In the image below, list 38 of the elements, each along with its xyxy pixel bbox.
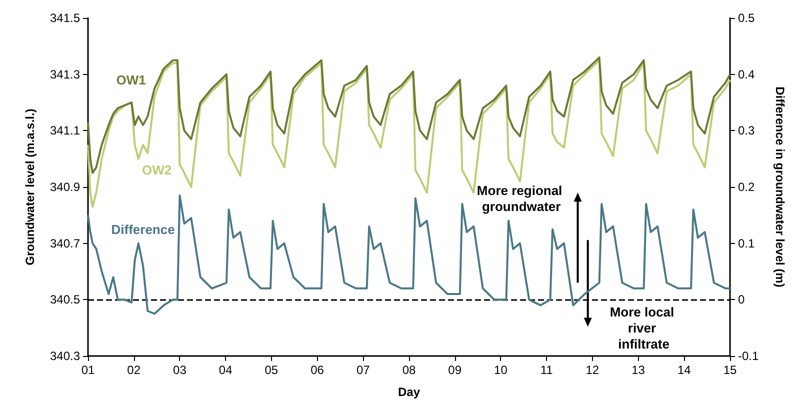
y-tick-label: 341.1: [50, 124, 80, 138]
x-tick-label: 02: [127, 363, 141, 377]
y-axis-title: Groundwater level (m.a.s.l.): [23, 108, 37, 266]
x-tick-label: 08: [402, 363, 416, 377]
y2-axis-title: Difference in groundwater level (m): [773, 86, 787, 288]
y2-tick-label: 0.1: [738, 236, 756, 250]
x-tick-label: 15: [723, 363, 737, 377]
x-tick-label: 03: [173, 363, 187, 377]
x-tick-label: 12: [586, 363, 600, 377]
y2-tick-label: 0.4: [738, 67, 756, 82]
annotation: More local river infiltrate: [610, 304, 678, 352]
x-tick-label: 06: [310, 363, 324, 377]
y-tick-label: 340.5: [50, 292, 80, 307]
y-tick-label: 340.3: [50, 349, 80, 363]
x-tick-label: 01: [81, 363, 95, 377]
x-tick-label: 11: [540, 363, 554, 377]
x-axis-title: Day: [398, 385, 420, 399]
y2-tick-label: 0.2: [738, 180, 756, 194]
y-tick-label: 340.7: [50, 236, 80, 250]
y2-tick-label: 0.3: [738, 124, 756, 138]
y-tick-label: 341.5: [50, 11, 80, 25]
x-tick-label: 14: [677, 363, 692, 377]
x-tick-label: 13: [632, 363, 646, 377]
annotation: More regional groundwater: [476, 182, 566, 214]
x-tick-label: 07: [356, 363, 370, 377]
series-label: OW2: [142, 162, 172, 178]
y2-tick-label: -0.1: [738, 349, 760, 363]
line-series: [87, 56, 731, 174]
series-label: OW1: [116, 72, 146, 88]
y2-tick-label: 0.5: [738, 11, 756, 25]
x-tick-label: 09: [448, 363, 462, 377]
y-tick-label: 340.9: [50, 180, 80, 194]
y2-tick-label: 0: [738, 292, 745, 307]
y-tick-label: 341.3: [50, 67, 80, 82]
x-tick-label: 05: [264, 363, 278, 377]
x-tick-label: 04: [218, 363, 233, 377]
x-tick-label: 10: [494, 363, 508, 377]
series-label: Difference: [111, 222, 175, 237]
